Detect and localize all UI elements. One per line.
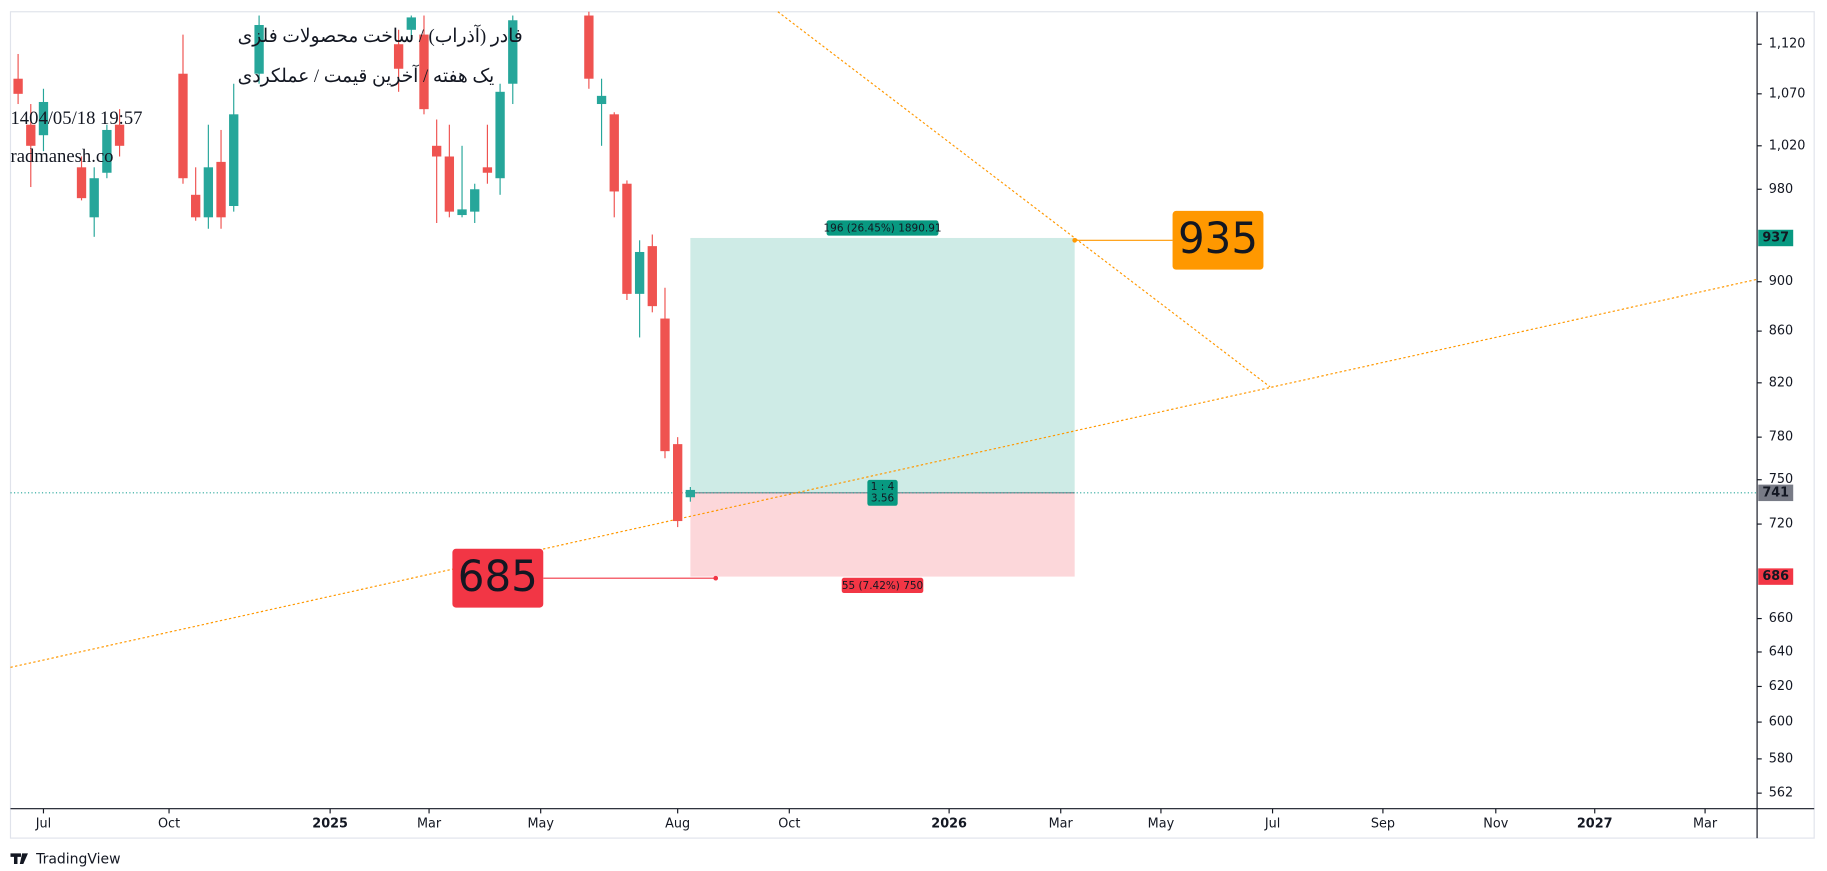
candle-body <box>393 44 404 69</box>
candle-body <box>419 34 429 110</box>
x-tick-label: May <box>527 816 554 831</box>
brand: TradingView <box>35 851 120 867</box>
price-tag <box>1758 484 1794 502</box>
price-tag-label: 686 <box>1762 569 1789 584</box>
x-tick-label: 2027 <box>1577 816 1613 831</box>
candle-body <box>508 20 518 84</box>
y-tick-label: 820 <box>1769 375 1793 390</box>
candle-body <box>114 124 125 146</box>
candle-body <box>89 178 99 218</box>
info-line: radmanesh.co <box>10 146 113 167</box>
loss-label: 55 (7.42%) 750 <box>842 580 923 592</box>
overlay: فادر (آذراب) / ساخت محصولات فلزی یک هفته… <box>10 24 523 867</box>
y-tick-label: 980 <box>1769 182 1793 197</box>
x-tick-label: Mar <box>1049 816 1074 831</box>
candle-body <box>229 114 239 207</box>
price-tag-label: 937 <box>1762 230 1789 245</box>
x-tick-label: Oct <box>778 816 800 831</box>
x-tick-label: Nov <box>1483 816 1508 831</box>
info-line: 1404/05/18 19:57 <box>10 108 142 129</box>
y-tick-label: 1,070 <box>1769 86 1806 101</box>
candle-body <box>216 161 226 218</box>
x-tick-label: Mar <box>417 816 442 831</box>
loss-label-bg <box>841 577 924 594</box>
x-tick-label: May <box>1148 816 1175 831</box>
x-tick-label: Mar <box>1693 816 1718 831</box>
callout-dot <box>713 575 719 581</box>
candle-body <box>102 129 112 173</box>
y-tick-label: 900 <box>1769 274 1793 289</box>
frame <box>9 11 1815 839</box>
y-tick-label: 860 <box>1769 324 1793 339</box>
candle-body <box>254 25 264 74</box>
info-line: فادر (آذراب) / ساخت محصولات فلزی <box>238 24 523 47</box>
profit-label: 196 (26.45%) 1890.91 <box>824 223 942 235</box>
x-tick-label: Sep <box>1371 816 1395 831</box>
x-tick-label: Jul <box>35 816 51 831</box>
candle-body <box>13 78 23 94</box>
y-tick-label: 1,120 <box>1769 37 1806 52</box>
loss-zone <box>690 492 1075 577</box>
x-tick-label: Oct <box>158 816 180 831</box>
ratio-value: 3.56 <box>871 493 895 505</box>
candle-body <box>191 194 201 218</box>
candle-body <box>26 124 36 146</box>
candle-body <box>432 145 442 157</box>
y-tick-label: 720 <box>1769 517 1793 532</box>
candle-body <box>622 183 632 294</box>
y-tick-label: 620 <box>1769 679 1793 694</box>
candle-body <box>609 114 619 192</box>
candle-body <box>634 251 645 294</box>
price-tag <box>1758 568 1794 585</box>
candle-body <box>76 167 87 199</box>
callout-dot <box>1072 237 1078 243</box>
x-tick-label: 2026 <box>931 816 967 831</box>
candle-body <box>685 489 696 498</box>
candle-body <box>660 318 670 452</box>
candle-body <box>38 101 49 136</box>
y-tick-label: 562 <box>1769 786 1793 801</box>
x-tick-label: Jul <box>1264 816 1280 831</box>
x-tick-label: Aug <box>665 816 690 831</box>
candle-body <box>457 209 467 216</box>
candle-body <box>482 167 493 173</box>
candle-body <box>673 444 683 522</box>
candle-body <box>406 17 416 30</box>
candle-body <box>178 73 188 179</box>
plot: 1,120 1,070 1,020 980 900 860 820 780 750 720 660 6… <box>10 11 1815 839</box>
trendline <box>777 11 1271 388</box>
price-tag <box>1758 229 1794 247</box>
y-tick-label: 1,020 <box>1769 138 1806 153</box>
y-tick-label: 580 <box>1769 751 1793 766</box>
info-line: یک هفته / آخرین قیمت / عملکردی <box>238 64 495 87</box>
callout-box <box>1172 210 1264 270</box>
callout-label: 935 <box>1178 214 1258 263</box>
candle-body <box>647 246 657 307</box>
candle-body <box>584 15 594 79</box>
callout-label: 685 <box>458 552 538 601</box>
profit-zone <box>690 237 1075 493</box>
y-tick-label: 750 <box>1769 472 1793 487</box>
candle-body <box>596 95 607 105</box>
brand-logo <box>10 853 28 864</box>
candle-body <box>203 167 214 218</box>
candle-body <box>495 91 505 179</box>
callout-box <box>452 548 544 608</box>
y-tick-label: 780 <box>1769 430 1793 445</box>
y-tick-label: 640 <box>1769 644 1793 659</box>
candle-body <box>470 189 480 212</box>
ratio-label: 1 : 4 <box>871 481 895 493</box>
profit-label-bg <box>826 220 939 236</box>
y-tick-label: 600 <box>1769 715 1793 730</box>
x-tick-label: 2025 <box>312 816 348 831</box>
candle-body <box>444 156 455 212</box>
ratio-bg <box>867 479 898 506</box>
price-tag-label: 741 <box>1762 485 1789 500</box>
y-tick-label: 660 <box>1769 611 1793 626</box>
